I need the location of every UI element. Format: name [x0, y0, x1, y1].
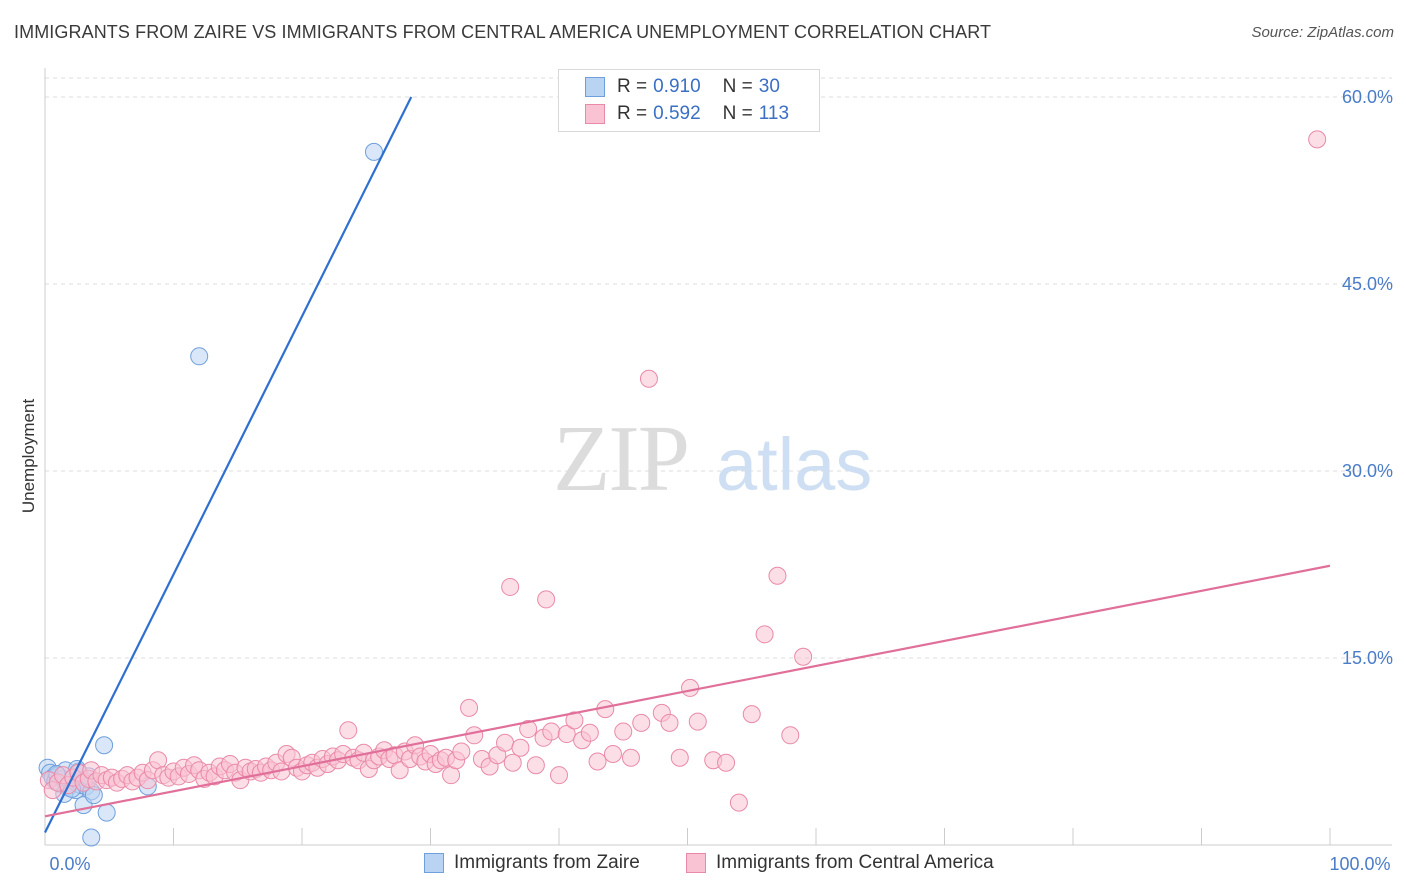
- central-america-point: [526, 756, 545, 775]
- legend-n-label: N =: [722, 76, 753, 97]
- central-america-point: [670, 748, 689, 767]
- central-america-point: [603, 744, 622, 763]
- central-america-point: [442, 766, 461, 785]
- central-america-point: [503, 753, 522, 772]
- series-swatch-central-america: [686, 853, 706, 873]
- legend-n-label: N =: [722, 103, 753, 124]
- central-america-point: [460, 698, 479, 717]
- zaire-point: [364, 142, 383, 161]
- watermark-atlas: atlas: [716, 423, 872, 506]
- central-america-point: [632, 713, 651, 732]
- central-america-point: [339, 721, 358, 740]
- central-america-point: [621, 748, 640, 767]
- central-america-point: [550, 766, 568, 785]
- central-america-point: [755, 625, 774, 644]
- source-credit: Source: ZipAtlas.com: [1251, 24, 1394, 41]
- legend-r-label: R =: [617, 76, 648, 97]
- stats-legend: R = 0.910 N = 30 R = 0.592 N = 113: [558, 69, 820, 132]
- central-america-point: [580, 723, 599, 742]
- legend-swatch-zaire: [585, 77, 605, 97]
- central-america-point: [519, 720, 538, 739]
- central-america-point: [768, 566, 787, 585]
- zaire-point: [97, 803, 116, 822]
- central-america-point: [496, 733, 515, 752]
- central-america-point: [688, 712, 707, 731]
- legend-r-value: 0.910: [653, 76, 701, 97]
- central-america-point: [557, 725, 576, 744]
- central-america-point: [742, 705, 761, 724]
- central-america-point: [794, 647, 813, 666]
- central-america-point: [542, 722, 561, 741]
- legend-row-central-america: R = 0.592 N = 113: [585, 102, 789, 126]
- central-america-point: [511, 738, 530, 757]
- series-swatch-zaire: [424, 853, 444, 873]
- zaire-point: [82, 828, 101, 847]
- legend-r-value: 0.592: [653, 103, 701, 124]
- legend-n-value: 30: [758, 76, 780, 97]
- central-america-point: [681, 678, 700, 697]
- zaire-trendline: [44, 96, 413, 834]
- series-legend-zaire: Immigrants from Zaire: [424, 852, 640, 874]
- x-tick-label-max: 100.0%: [1329, 854, 1390, 874]
- y-tick-label-30: 30.0%: [1342, 461, 1393, 481]
- central-america-point: [390, 761, 409, 780]
- central-america-point: [588, 752, 607, 771]
- series-legend: Immigrants from Zaire Immigrants from Ce…: [0, 852, 1406, 878]
- legend-row-zaire: R = 0.910 N = 30: [585, 75, 780, 99]
- legend-swatch-central-america: [585, 104, 605, 124]
- central-america-point: [781, 726, 800, 745]
- y-tick-label-45: 45.0%: [1342, 274, 1393, 294]
- legend-n-value: 113: [758, 103, 790, 124]
- y-tick-labels: 15.0% 30.0% 45.0% 60.0%: [1342, 87, 1393, 668]
- y-tick-label-15: 15.0%: [1342, 648, 1393, 668]
- central-america-point: [452, 742, 471, 761]
- series-label-central-america: Immigrants from Central America: [716, 852, 994, 873]
- series-legend-central-america: Immigrants from Central America: [686, 852, 994, 874]
- central-america-point: [537, 590, 556, 609]
- central-america-trendline: [44, 564, 1331, 818]
- central-america-point: [614, 722, 633, 741]
- central-america-point: [660, 713, 679, 732]
- x-axis: [44, 828, 1392, 846]
- trendlines: [44, 96, 1331, 834]
- zaire-point: [190, 347, 209, 366]
- central-america-point: [729, 793, 748, 812]
- central-america-point: [465, 726, 484, 745]
- series-label-zaire: Immigrants from Zaire: [454, 852, 640, 873]
- y-tick-label-60: 60.0%: [1342, 87, 1393, 107]
- watermark: ZIP atlas: [553, 407, 872, 511]
- central-america-point: [1308, 130, 1327, 149]
- zaire-point: [95, 736, 114, 755]
- legend-r-label: R =: [617, 103, 648, 124]
- chart-title: IMMIGRANTS FROM ZAIRE VS IMMIGRANTS FROM…: [14, 22, 992, 42]
- central-america-point: [565, 711, 584, 730]
- x-tick-label-min: 0.0%: [49, 854, 90, 874]
- central-america-point: [639, 369, 658, 388]
- y-axis-label: Unemployment: [19, 399, 38, 514]
- central-america-point: [501, 577, 520, 596]
- central-america-point: [149, 751, 168, 770]
- central-america-point: [717, 753, 736, 772]
- watermark-zip: ZIP: [553, 407, 688, 511]
